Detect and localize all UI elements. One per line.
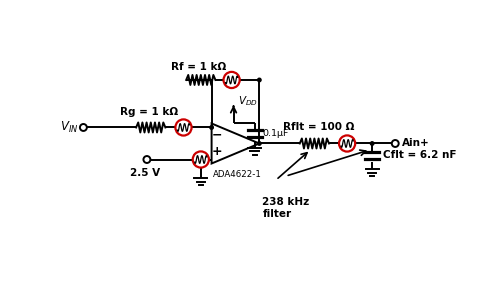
Text: Ain+: Ain+ [402, 139, 429, 148]
Text: Rg = 1 kΩ: Rg = 1 kΩ [120, 107, 178, 117]
Circle shape [370, 142, 374, 145]
Circle shape [257, 142, 261, 145]
Text: 2.5 V: 2.5 V [130, 168, 160, 178]
Text: 0.1μF: 0.1μF [262, 129, 289, 138]
Text: $V_{IN}$: $V_{IN}$ [60, 120, 78, 135]
Circle shape [210, 126, 213, 129]
Text: 238 kHz
filter: 238 kHz filter [262, 197, 310, 219]
Circle shape [257, 78, 261, 82]
Text: Rflt = 100 Ω: Rflt = 100 Ω [283, 122, 354, 132]
Text: −: − [212, 129, 223, 142]
Text: Rf = 1 kΩ: Rf = 1 kΩ [171, 62, 227, 72]
Text: ADA4622-1: ADA4622-1 [213, 170, 262, 179]
Text: +: + [212, 146, 223, 158]
Text: Cflt = 6.2 nF: Cflt = 6.2 nF [383, 150, 456, 160]
Text: $V_{DD}$: $V_{DD}$ [238, 95, 258, 109]
